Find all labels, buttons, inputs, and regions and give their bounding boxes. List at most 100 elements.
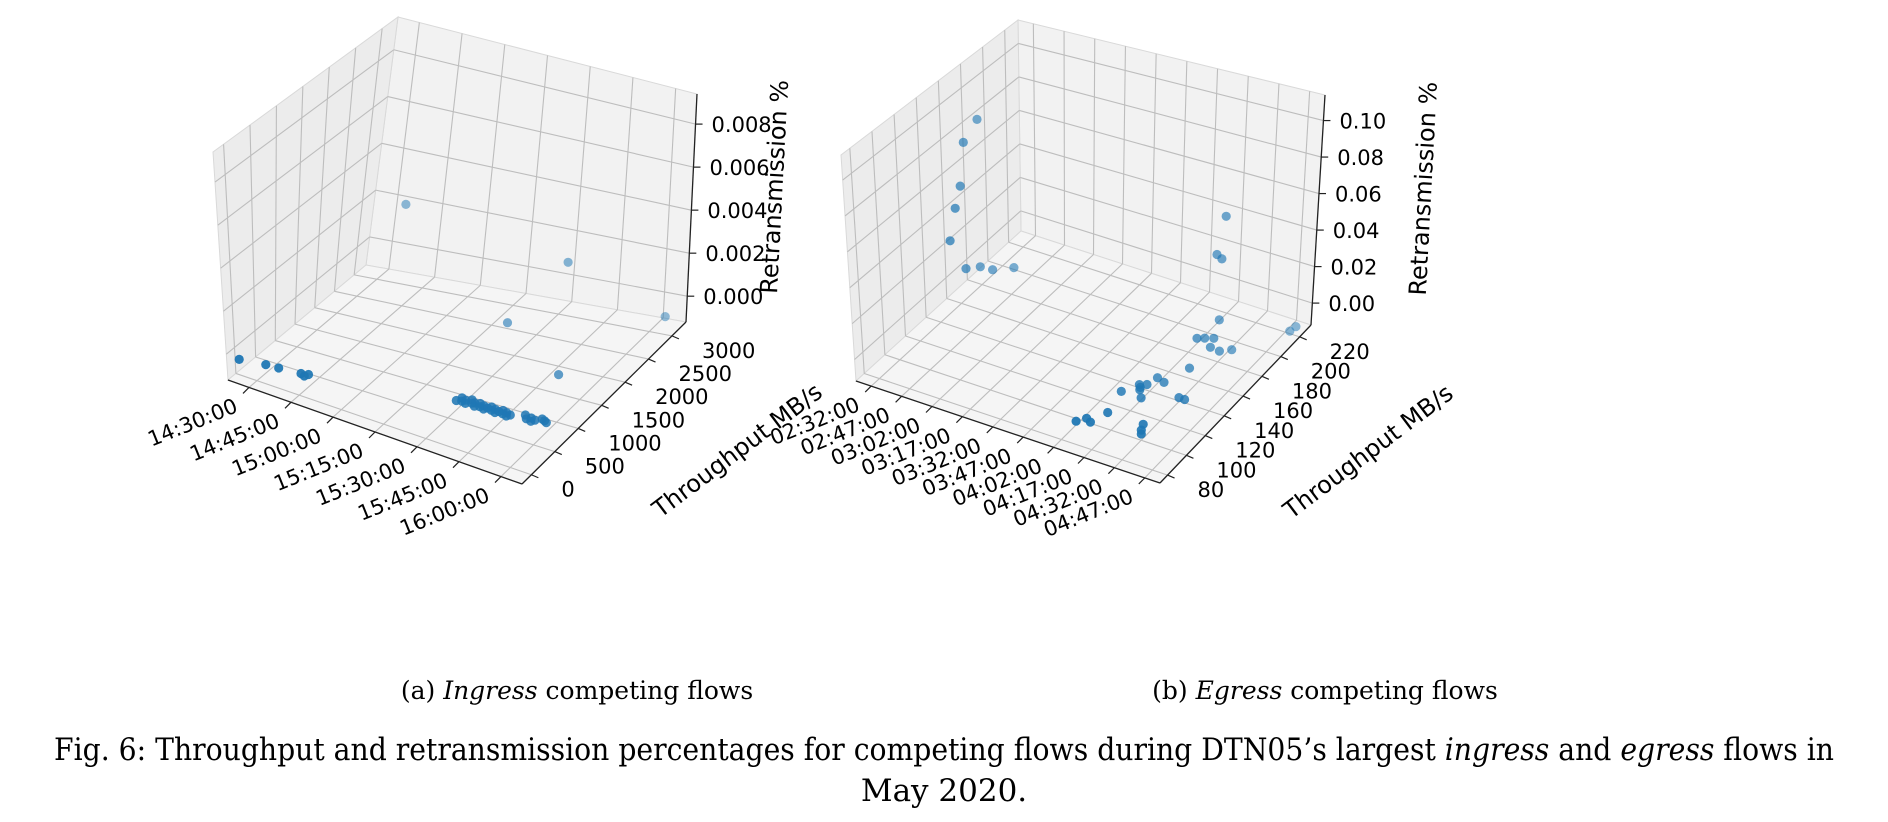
data-point [502, 318, 513, 328]
x-tick-mark [1047, 446, 1055, 454]
data-point [1205, 342, 1215, 352]
x-tick-mark [955, 416, 963, 424]
y-tick-mark [1205, 435, 1213, 440]
y-tick-label: 3000 [702, 339, 755, 363]
y-gridline-floor [864, 372, 1168, 476]
z-gridline-left [849, 143, 1021, 289]
y-tick-mark [531, 474, 539, 479]
data-point [1221, 211, 1231, 221]
y-gridline-wall [223, 144, 237, 374]
subplot-a-caption-italic: Ingress [442, 676, 537, 705]
x-gridline-floor [992, 272, 1152, 428]
x-gridline-floor [458, 309, 618, 463]
subplot-b-egress-scatter: 02:32:0002:47:0003:02:0003:17:0003:32:00… [767, 19, 1458, 542]
subplot-a-caption-prefix: (a) [401, 676, 443, 705]
x-gridline-wall [434, 33, 463, 278]
x-gridline-wall [525, 55, 549, 294]
x-gridline-wall [1150, 53, 1157, 274]
x-tick-mark [1016, 436, 1024, 444]
data-point [505, 410, 515, 420]
data-point [1291, 322, 1301, 332]
x-gridline-floor [1114, 310, 1268, 469]
tick-labels: 02:32:0002:47:0003:02:0003:17:0003:32:00… [767, 110, 1387, 542]
y-gridline-wall [915, 97, 927, 318]
data-point [1214, 315, 1224, 325]
y-tick-mark [1280, 356, 1289, 361]
y-gridline-floor [925, 316, 1225, 417]
z-gridline-back [1020, 210, 1313, 304]
x-gridline-wall [1266, 83, 1280, 311]
z-axis-label: Retransmission % [1404, 81, 1443, 296]
panes [212, 15, 698, 485]
subplot-a-caption-suffix: competing flows [538, 676, 754, 705]
gridlines [214, 22, 696, 477]
data-point [1200, 333, 1210, 343]
figure-caption-line1: Fig. 6: Throughput and retransmission pe… [54, 732, 1834, 768]
data-point [961, 264, 971, 274]
x-tick-mark [452, 461, 460, 469]
y-gridline-floor [235, 372, 532, 476]
z-tick-label: 0.04 [1333, 219, 1380, 243]
data-point [945, 236, 955, 246]
y-gridline-wall [249, 124, 257, 358]
y-gridline-floor [946, 297, 1244, 397]
y-tick-label: 1500 [632, 408, 685, 432]
y-tick-label: 2000 [655, 385, 708, 409]
x-gridline-wall [571, 66, 591, 302]
axis-lines [855, 94, 1326, 484]
y-axis-line [521, 321, 687, 485]
y-tick-mark [671, 335, 680, 340]
y-tick-label: 140 [1254, 419, 1294, 443]
y-gridline-wall [314, 67, 330, 308]
x-gridline-floor [901, 244, 1065, 397]
z-gridline-left [225, 236, 370, 355]
z-gridline-back [381, 142, 692, 211]
data-point [234, 354, 244, 364]
x-tick-mark [284, 401, 292, 409]
z-gridline-back [393, 49, 696, 125]
gridlines [842, 23, 1324, 479]
y-tick-mark [624, 381, 633, 386]
y-tick-label: 1000 [608, 431, 661, 455]
data-point [1214, 346, 1224, 356]
data-point [1180, 394, 1190, 405]
x-gridline-wall [1208, 68, 1219, 293]
z-tick-label: 0.002 [705, 242, 765, 266]
x-gridline-floor [248, 268, 390, 388]
data-point [1135, 385, 1145, 395]
z-axis-line [1310, 94, 1326, 326]
data-point [274, 363, 284, 373]
y-gridline-wall [959, 63, 968, 280]
subplot-b-caption: (b) Egress competing flows [1152, 676, 1498, 705]
subplot-b-caption-suffix: competing flows [1282, 676, 1498, 705]
z-tick-label: 0.008 [712, 113, 772, 137]
y-tick-label: 120 [1235, 439, 1275, 463]
subplot-a-ingress-scatter: 14:30:0014:45:0015:00:0015:15:0015:30:00… [144, 15, 828, 541]
data-point [1227, 345, 1237, 355]
z-gridline-back [1019, 109, 1320, 195]
data-point [1152, 373, 1163, 383]
y-gridline-floor [294, 323, 602, 406]
x-gridline-floor [931, 254, 1094, 407]
z-gridline-back [387, 96, 694, 168]
x-tick-mark [1077, 457, 1085, 464]
x-gridline-wall [1179, 61, 1188, 283]
y-tick-mark [554, 451, 563, 456]
x-gridline-floor [416, 301, 573, 448]
x-tick-mark [1138, 477, 1146, 485]
z-tick-label: 0.004 [707, 199, 767, 223]
z-gridline-left [217, 96, 389, 226]
z-axis-line [685, 93, 698, 323]
data-point [958, 137, 968, 147]
x-gridline-wall [662, 88, 677, 318]
data-point [975, 262, 985, 272]
y-tick-label: 2500 [679, 362, 732, 386]
y-gridline-wall [294, 86, 304, 325]
data-point [261, 360, 271, 370]
x-gridline-floor [962, 263, 1123, 418]
data-point [950, 203, 960, 213]
y-tick-mark [601, 404, 609, 409]
y-gridline-wall [937, 80, 948, 299]
subplot-a-caption: (a) Ingress competing flows [401, 676, 753, 705]
